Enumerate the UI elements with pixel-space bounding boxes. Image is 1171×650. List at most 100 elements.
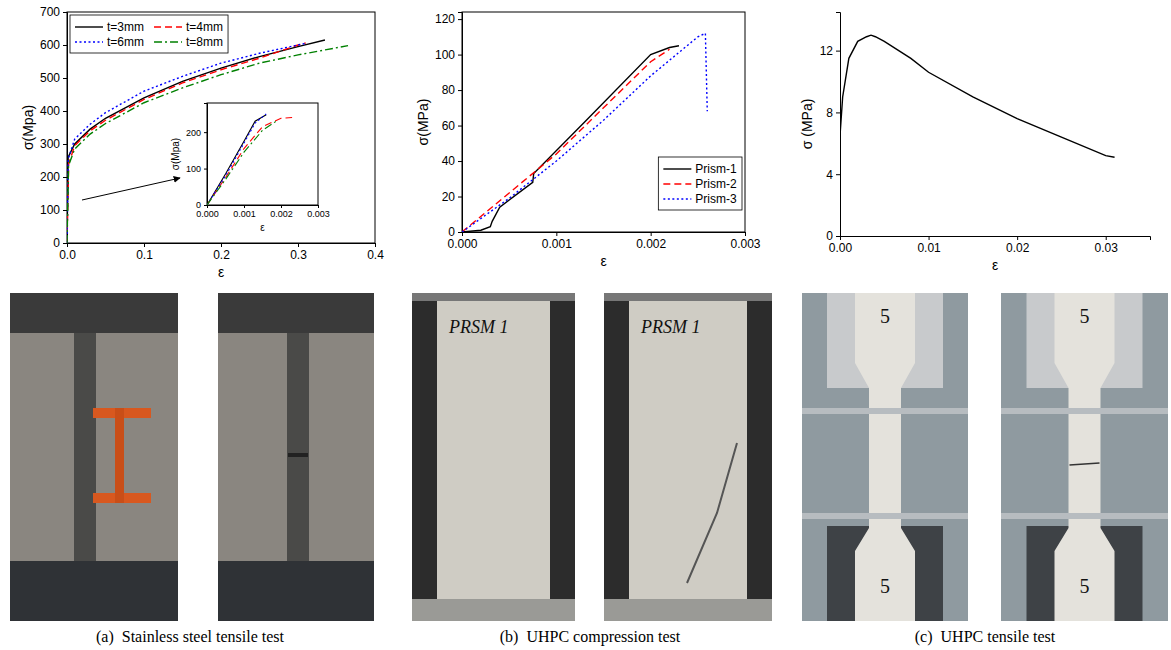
series-line: [207, 118, 292, 205]
y-tick-label: 300: [40, 137, 60, 151]
photo: [802, 293, 968, 621]
y-tick: 4: [826, 168, 840, 182]
x-tick-mark: [281, 205, 282, 208]
series-line: [67, 43, 306, 243]
x-axis-title: ε: [992, 257, 998, 273]
y-tick-mark: [458, 90, 462, 91]
x-tick-label: 0.02: [1006, 241, 1030, 255]
x-tick-mark: [144, 243, 145, 247]
y-tick-mark: [63, 45, 67, 46]
x-tick-label: 0.001: [542, 237, 572, 251]
y-tick-label: 100: [40, 203, 60, 217]
legend-item: t=4mm: [154, 20, 223, 34]
x-axis: 0.0000.0010.0020.003: [196, 205, 330, 219]
x-tick: 0.003: [730, 232, 760, 251]
photo-detail: [1001, 408, 1168, 414]
photo-detail: [687, 443, 737, 583]
y-axis-title: σ(Mpa): [170, 138, 181, 170]
y-tick-mark: [63, 243, 67, 244]
legend-item: t=6mm: [75, 35, 144, 49]
plot-lines: [207, 114, 292, 205]
y-tick: 100: [435, 48, 462, 62]
photo-detail: [802, 513, 968, 519]
photo-detail: [802, 408, 968, 414]
y-tick: 600: [40, 38, 67, 52]
x-tick-label: 0.1: [136, 248, 153, 262]
x-axis-line: [208, 206, 319, 209]
x-tick-mark: [244, 205, 245, 208]
x-tick: 0.02: [1006, 236, 1030, 255]
photo-detail: [288, 453, 308, 457]
x-tick: 0.01: [917, 236, 941, 255]
legend: t=3mmt=4mmt=6mmt=8mm: [70, 15, 228, 53]
x-tick-label: 0.3: [290, 248, 307, 262]
series-line: [462, 49, 670, 232]
photo-detail: [604, 599, 772, 621]
x-tick: 0.003: [307, 205, 330, 219]
y-tick: 60: [442, 119, 462, 133]
y-tick-mark: [204, 205, 207, 206]
y-tick: 500: [40, 71, 67, 85]
photo-detail: [287, 333, 309, 561]
x-tick-label: 0.000: [196, 209, 219, 219]
y-tick-label: 0: [196, 200, 201, 210]
legend-swatch: [663, 198, 691, 199]
y-tick-mark: [836, 174, 840, 175]
series-line: [462, 46, 679, 232]
x-tick-label: 0.002: [636, 237, 666, 251]
y-axis-line: [63, 13, 68, 244]
caption: (c) UHPC tensile test: [915, 628, 1056, 646]
series-line: [840, 35, 1115, 157]
x-tick-mark: [318, 205, 319, 208]
y-tick: 100: [40, 203, 67, 217]
y-tick-label: 60: [442, 119, 456, 133]
y-tick: 40: [442, 154, 462, 168]
y-tick-mark: [836, 236, 840, 237]
photo-detail: [412, 293, 575, 301]
chart-panel: 0.0000.0010.0020.0030100200εσ(Mpa): [170, 103, 330, 233]
x-axis-line: [463, 233, 746, 237]
photo-detail: [10, 561, 178, 621]
y-tick-label: 600: [40, 38, 60, 52]
chart-panel: 0.00.10.20.30.40100200300400500600700εσ(…: [20, 5, 385, 280]
photo-detail: [10, 293, 178, 333]
y-tick-label: 0: [448, 225, 455, 239]
legend-box: [70, 15, 228, 53]
y-tick-label: 40: [442, 154, 456, 168]
photo-label: 5: [1080, 575, 1090, 597]
y-tick-label: 80: [442, 83, 456, 97]
photo-detail: [855, 293, 915, 621]
y-tick-mark: [836, 51, 840, 52]
y-tick: 80: [442, 83, 462, 97]
y-tick-label: 0: [53, 236, 60, 250]
y-tick: 12: [820, 44, 840, 58]
x-tick: 0.001: [542, 232, 572, 251]
legend-label: t=3mm: [107, 20, 144, 34]
y-tick-mark: [458, 19, 462, 20]
y-tick: 0: [196, 200, 207, 210]
y-tick-mark: [458, 232, 462, 233]
series-line: [67, 40, 325, 243]
legend-item: Prism-3: [663, 192, 737, 206]
y-tick: 0: [826, 229, 840, 243]
x-tick-label: 0.03: [1095, 241, 1119, 255]
legend-item: t=3mm: [75, 20, 144, 34]
legend-swatch: [154, 26, 182, 27]
y-tick-label: 200: [40, 170, 60, 184]
x-axis: 0.00.10.20.30.4: [59, 243, 384, 262]
photo-detail: [115, 408, 124, 503]
x-axis-line: [68, 244, 376, 248]
legend: Prism-1Prism-2Prism-3: [658, 157, 742, 210]
caption: (b) UHPC compression test: [500, 628, 681, 646]
y-tick-label: 100: [435, 48, 455, 62]
y-tick-label: 4: [826, 168, 833, 182]
photo-detail: [629, 301, 747, 599]
series-line: [67, 43, 306, 243]
y-tick-label: 500: [40, 71, 60, 85]
photo: [1001, 293, 1168, 621]
x-axis: 0.000.010.020.03: [829, 236, 1151, 255]
x-tick: 0.001: [233, 205, 256, 219]
x-tick-mark: [1106, 236, 1107, 240]
photo-label: 5: [1080, 305, 1090, 327]
y-axis-line: [204, 104, 208, 206]
